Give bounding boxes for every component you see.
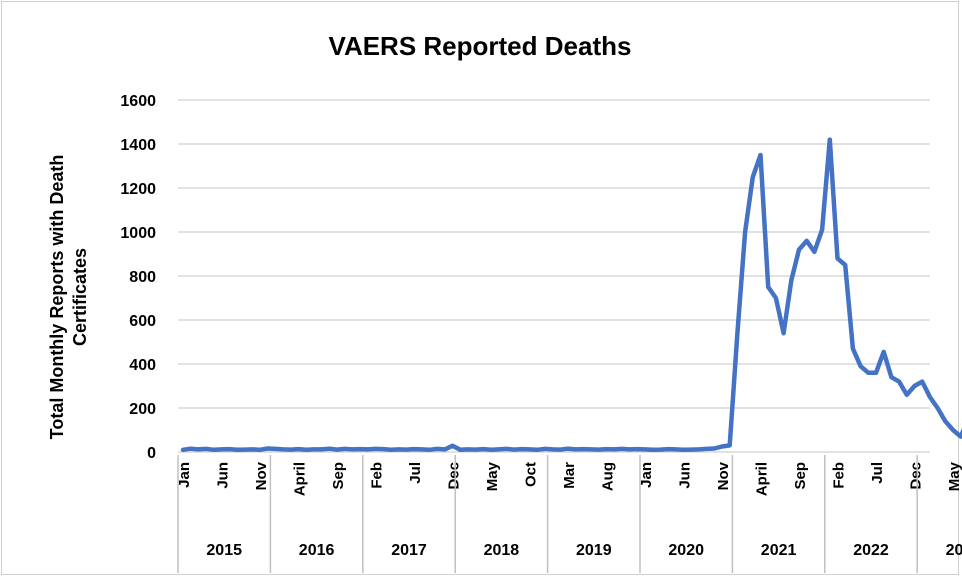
- x-tick-label: Oct: [523, 462, 540, 487]
- chart-title: VAERS Reported Deaths: [329, 31, 632, 61]
- year-label: 2019: [576, 542, 612, 559]
- year-label: 2022: [853, 542, 889, 559]
- year-label: 2018: [484, 542, 520, 559]
- y-tick-label: 1000: [120, 225, 156, 242]
- series-line: [180, 137, 962, 453]
- x-tick-label: Nov: [253, 461, 270, 490]
- x-tick-label: May: [484, 461, 501, 491]
- x-tick-label: Jun: [215, 462, 232, 489]
- y-tick-label: 0: [147, 445, 156, 462]
- year-label: 2023: [946, 542, 962, 559]
- year-label: 2016: [299, 542, 335, 559]
- x-tick-label: Nov: [715, 461, 732, 490]
- x-tick-label: Feb: [831, 462, 848, 489]
- x-tick-label: May: [946, 461, 962, 491]
- year-label: 2017: [391, 542, 427, 559]
- x-tick-label: Dec: [908, 462, 925, 490]
- gridlines: [178, 99, 930, 453]
- x-tick-label: Feb: [369, 462, 386, 489]
- x-tick-label: April: [754, 462, 771, 496]
- y-tick-label: 400: [129, 357, 156, 374]
- y-tick-label: 1400: [120, 137, 156, 154]
- series-layer: [180, 137, 962, 453]
- y-axis-label-line-1: Total Monthly Reports with Death: [47, 155, 67, 440]
- x-tick-label: Sep: [330, 462, 347, 490]
- year-labels: 2015 2016 2017 2018 2019 2020 2021 2022 2023: [177, 455, 962, 573]
- x-tick-label: April: [292, 462, 309, 496]
- y-tick-label: 200: [129, 401, 156, 418]
- x-tick-label: Sep: [792, 462, 809, 490]
- x-tick-label: Mar: [561, 462, 578, 489]
- y-tick-labels: 0 200 400 600 800 1000 1200 1400 1600: [120, 93, 156, 462]
- x-tick-label: Jun: [677, 462, 694, 489]
- x-tick-label: Jul: [407, 462, 424, 484]
- year-label: 2020: [668, 542, 704, 559]
- year-label: 2015: [206, 542, 242, 559]
- y-tick-label: 800: [129, 269, 156, 286]
- x-tick-label: Aug: [600, 462, 617, 491]
- x-tick-label: Dec: [446, 462, 463, 490]
- x-tick-labels: Jan Jun Nov April Sep Feb Jul Dec May Oct Mar Aug Ja…: [176, 461, 962, 496]
- y-tick-label: 600: [129, 313, 156, 330]
- y-axis-label-line-2: Certificates: [70, 248, 90, 346]
- y-tick-label: 1600: [120, 93, 156, 110]
- x-tick-label: Jan: [638, 462, 655, 488]
- year-label: 2021: [761, 542, 797, 559]
- y-tick-label: 1200: [120, 181, 156, 198]
- x-tick-label: Jul: [869, 462, 886, 484]
- x-tick-label: Jan: [176, 462, 193, 488]
